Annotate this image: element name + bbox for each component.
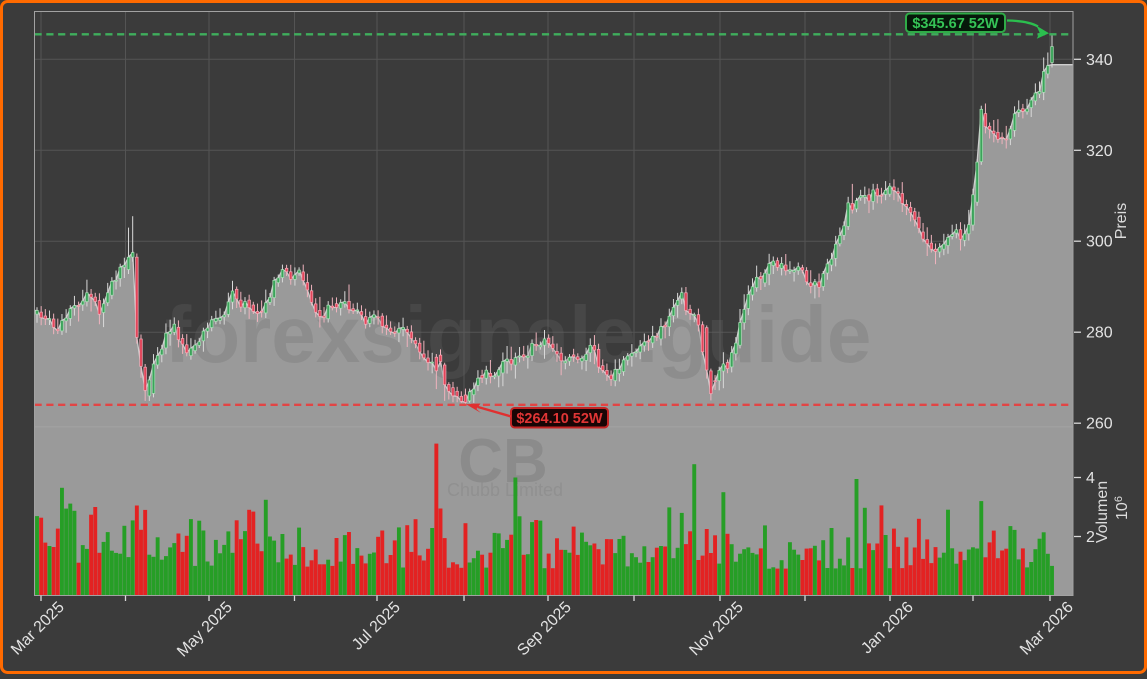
svg-text:Chubb Limited: Chubb Limited — [447, 480, 563, 500]
svg-text:CB: CB — [458, 427, 548, 496]
svg-text:4: 4 — [1086, 470, 1095, 487]
svg-text:2: 2 — [1086, 529, 1095, 546]
svg-text:320: 320 — [1086, 143, 1113, 160]
svg-text:280: 280 — [1086, 325, 1113, 342]
svg-text:300: 300 — [1086, 234, 1113, 251]
svg-text:340: 340 — [1086, 52, 1113, 69]
svg-text:Preis: Preis — [1113, 203, 1130, 239]
svg-text:forexsignale.guide: forexsignale.guide — [165, 290, 872, 379]
svg-text:260: 260 — [1086, 416, 1113, 433]
svg-text:$345.67 52W: $345.67 52W — [912, 16, 999, 32]
svg-text:Volumen: Volumen — [1094, 481, 1111, 543]
svg-text:$264.10 52W: $264.10 52W — [516, 411, 603, 427]
